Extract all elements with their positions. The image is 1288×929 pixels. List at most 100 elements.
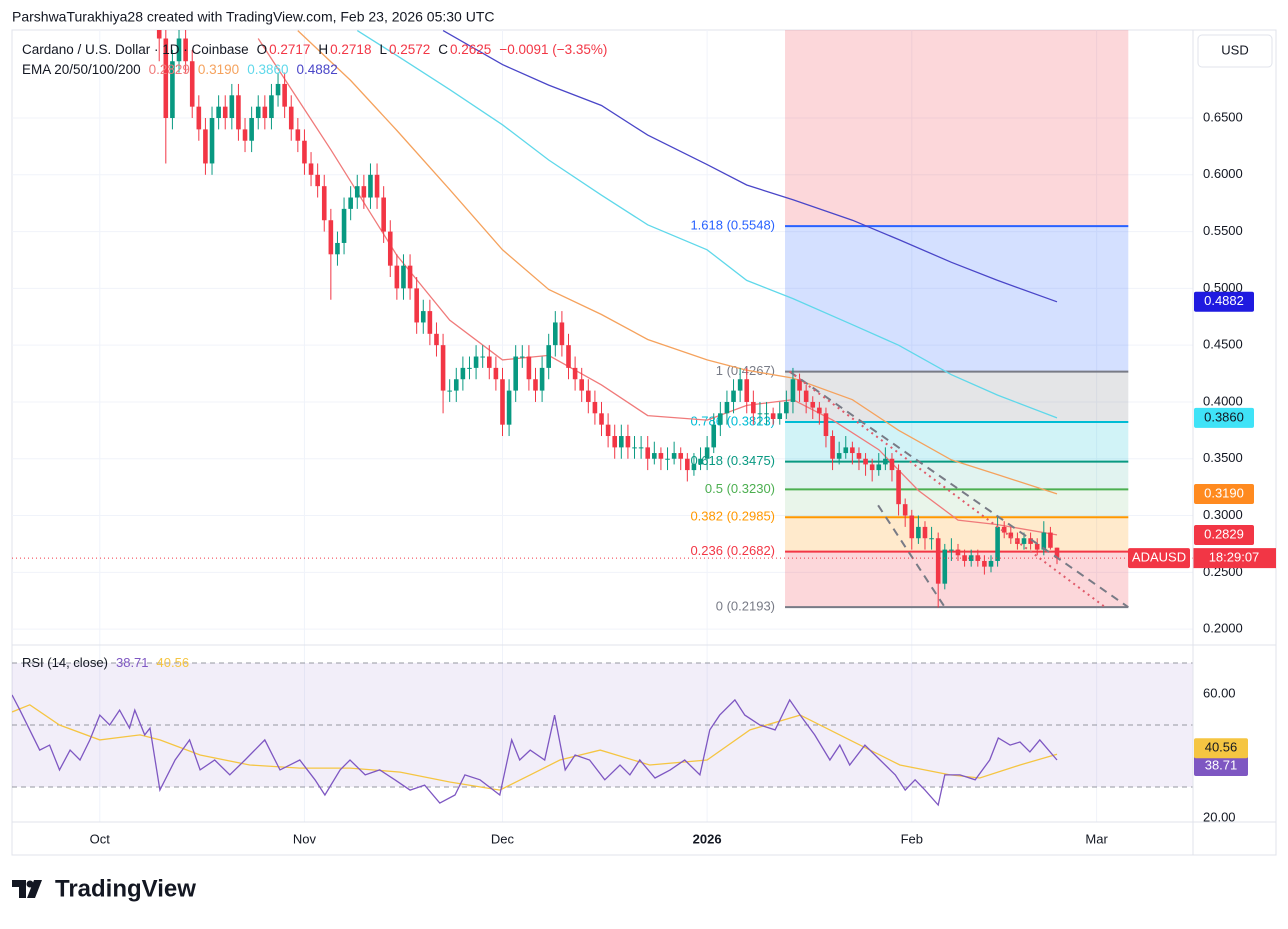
price-badge-label: 0.4882	[1204, 293, 1244, 308]
candle-body	[480, 356, 485, 358]
candle-body	[935, 538, 941, 584]
ema-title: EMA 20/50/100/200	[22, 62, 141, 77]
price-badge-label: 0.2829	[1204, 526, 1244, 541]
candle-body	[368, 174, 373, 198]
candle-body	[348, 197, 353, 209]
currency[interactable]: USD	[1221, 42, 1248, 57]
rsi-line	[12, 694, 1058, 807]
fib-label: 0.618 (0.3475)	[690, 453, 775, 468]
candle-body	[335, 242, 340, 255]
candle-body	[902, 504, 908, 516]
candle-body	[203, 129, 208, 164]
currency-button[interactable]	[1197, 34, 1273, 68]
y-tick-label: 0.4500	[1203, 337, 1243, 352]
price-badge-label: 0.3860	[1204, 409, 1244, 424]
legend-key: O	[257, 42, 268, 57]
candle-body	[810, 401, 816, 408]
candle-body	[262, 106, 268, 119]
candle-body	[784, 401, 789, 414]
candle-body	[222, 106, 228, 119]
candle-body	[731, 390, 736, 402]
price-badge	[1194, 291, 1254, 312]
candle-body	[209, 118, 215, 164]
candle-body	[942, 549, 948, 584]
price-badge	[1194, 407, 1254, 428]
rsi-legend: RSI (14, close) 38.71 40.56	[22, 655, 189, 670]
candle-body	[559, 322, 565, 346]
candle-body	[638, 447, 644, 449]
rsi-ma-value: 40.56	[157, 655, 190, 670]
fib-label: 0.5 (0.3230)	[705, 481, 775, 496]
x-tick-label: Oct	[90, 831, 111, 846]
candle-body	[599, 413, 604, 425]
x-tick-label: Dec	[491, 831, 515, 846]
candle-body	[797, 379, 802, 391]
legend-key: H	[318, 42, 328, 57]
candle-body	[308, 163, 314, 175]
candle-body	[302, 140, 307, 164]
candle-body	[374, 174, 380, 198]
candle-body	[519, 356, 525, 358]
rsi-pane	[12, 662, 1193, 807]
candle-body	[460, 367, 466, 380]
candle-body	[1021, 538, 1027, 544]
candle-body	[579, 379, 585, 391]
candle-body	[790, 379, 796, 402]
candle-body	[500, 379, 505, 425]
candle-body	[1008, 532, 1014, 539]
candle-body	[321, 186, 327, 221]
candle-body	[1048, 532, 1053, 548]
candle-body	[843, 447, 849, 454]
candle-body	[295, 129, 301, 141]
candle-body	[453, 379, 459, 391]
candle-body	[896, 470, 901, 505]
y-tick-label: 0.5500	[1203, 223, 1243, 238]
y-tick-label: 0.4000	[1203, 393, 1243, 408]
candle-body	[883, 458, 888, 465]
candle-body	[361, 186, 367, 198]
chart-frame	[11, 29, 1277, 856]
candle-body	[652, 453, 657, 459]
close-value: 0.2625	[450, 42, 491, 57]
candle-body	[592, 401, 598, 414]
ema-lines	[257, 30, 1058, 536]
candle-body	[486, 356, 492, 368]
logo-dot	[26, 880, 34, 888]
symbol-badge	[1128, 548, 1190, 569]
candle-body	[427, 311, 433, 334]
candle-body	[916, 526, 921, 539]
candle-body	[1028, 538, 1033, 544]
candle-body	[704, 447, 710, 459]
candle-body	[236, 95, 241, 130]
candle-body	[1001, 526, 1007, 533]
brand-logo: TradingView	[12, 875, 196, 902]
countdown-label: 18:29:07	[1209, 550, 1260, 565]
ema-line	[257, 38, 1058, 536]
fib-zone	[785, 422, 1129, 462]
candle-body	[447, 390, 452, 392]
y-tick-label: 0.2000	[1203, 621, 1243, 636]
fib-zone	[785, 226, 1129, 372]
candle-body	[566, 345, 571, 368]
candle-body	[751, 401, 756, 414]
candle-body	[269, 95, 274, 119]
candle-body	[975, 555, 981, 561]
candle-body	[183, 38, 188, 62]
candle-body	[275, 83, 281, 96]
ema-value: 0.4882	[296, 62, 337, 77]
candle-body	[889, 458, 895, 471]
caption: ParshwaTurakhiya28 created with TradingV…	[12, 9, 494, 25]
candle-body	[830, 436, 835, 459]
ema-line	[442, 30, 1058, 303]
candle-body	[744, 379, 750, 402]
candle-body	[288, 106, 294, 130]
candle-body	[955, 549, 961, 556]
fib-drawing: 1.618 (0.5548) 1 (0.4267) 0.786 (0.3823) 0.…	[690, 30, 1129, 614]
candle-body	[1054, 547, 1060, 559]
trendline	[877, 504, 946, 608]
ema-legend: EMA 20/50/100/200 0.2829 0.3190 0.3860 0.488…	[22, 62, 338, 77]
candle-body	[665, 458, 670, 460]
candle-body	[189, 61, 195, 107]
candle-body	[381, 197, 386, 232]
